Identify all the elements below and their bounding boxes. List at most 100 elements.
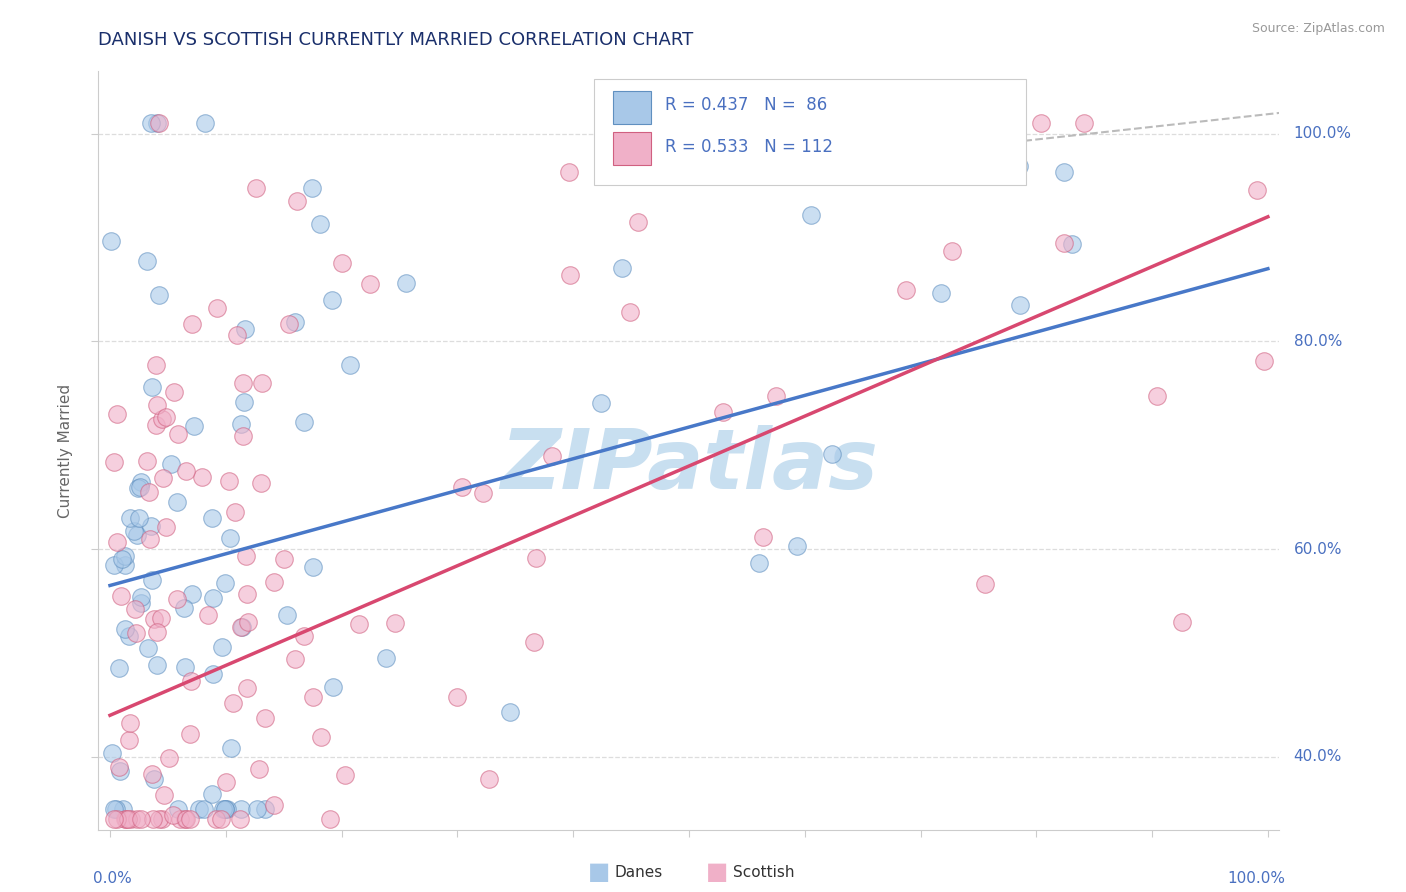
Text: Source: ZipAtlas.com: Source: ZipAtlas.com xyxy=(1251,22,1385,36)
Point xyxy=(1060,237,1083,252)
Text: 100.0%: 100.0% xyxy=(1294,126,1351,141)
Point xyxy=(276,607,298,622)
Point xyxy=(166,495,188,509)
Point xyxy=(619,305,641,319)
Point xyxy=(277,317,299,331)
Point xyxy=(246,802,269,816)
Point xyxy=(143,772,166,786)
Point xyxy=(238,615,260,629)
Point xyxy=(974,577,997,591)
Point xyxy=(118,732,141,747)
Point xyxy=(384,616,406,631)
Point xyxy=(301,180,323,194)
Point xyxy=(235,587,257,601)
Point xyxy=(174,812,197,826)
Point xyxy=(194,116,217,130)
Point xyxy=(169,812,191,826)
FancyBboxPatch shape xyxy=(613,91,651,125)
Point xyxy=(219,741,242,756)
Text: DANISH VS SCOTTISH CURRENTLY MARRIED CORRELATION CHART: DANISH VS SCOTTISH CURRENTLY MARRIED COR… xyxy=(98,31,693,49)
Point xyxy=(236,681,259,695)
Point xyxy=(108,764,131,778)
Point xyxy=(232,429,254,443)
Point xyxy=(1008,159,1031,173)
Point xyxy=(748,557,770,571)
Point xyxy=(284,652,307,666)
Point xyxy=(821,447,844,461)
Text: Danes: Danes xyxy=(614,865,662,880)
Point xyxy=(141,380,163,394)
Point xyxy=(201,787,224,801)
Text: 80.0%: 80.0% xyxy=(1294,334,1341,349)
Point xyxy=(263,574,285,589)
Point xyxy=(209,812,232,826)
Point xyxy=(103,558,125,573)
Point xyxy=(249,476,271,491)
Point xyxy=(160,457,183,471)
Point xyxy=(231,619,253,633)
Point xyxy=(155,410,177,425)
Point xyxy=(941,244,963,259)
Point xyxy=(471,486,494,500)
Point xyxy=(1053,236,1076,251)
Point xyxy=(1029,116,1052,130)
Point xyxy=(128,511,150,525)
Point xyxy=(333,768,356,782)
Point xyxy=(232,376,254,390)
Point xyxy=(1246,183,1268,197)
Text: 100.0%: 100.0% xyxy=(1227,871,1285,887)
FancyBboxPatch shape xyxy=(613,132,651,165)
Text: ZIPatlas: ZIPatlas xyxy=(501,425,877,506)
Point xyxy=(523,635,546,649)
Point xyxy=(103,812,125,826)
Point xyxy=(146,116,169,130)
Point xyxy=(233,394,256,409)
Text: Scottish: Scottish xyxy=(733,865,794,880)
Point xyxy=(128,480,150,494)
Point xyxy=(233,321,256,335)
Point xyxy=(205,812,228,826)
Point xyxy=(141,766,163,780)
Point xyxy=(148,116,170,130)
Point xyxy=(330,256,353,270)
Point xyxy=(589,396,612,410)
Point xyxy=(1146,389,1168,403)
Point xyxy=(231,620,253,634)
Point xyxy=(100,235,122,249)
Point xyxy=(150,412,173,426)
Point xyxy=(322,680,344,694)
Point xyxy=(103,802,125,816)
Point xyxy=(478,772,501,786)
Point xyxy=(218,474,240,488)
Point xyxy=(117,812,139,826)
Point xyxy=(627,214,650,228)
Point xyxy=(181,317,204,331)
Point xyxy=(218,531,240,545)
Point xyxy=(245,181,267,195)
Point xyxy=(111,552,134,566)
Point xyxy=(711,405,734,419)
Point xyxy=(139,532,162,546)
Point xyxy=(181,587,204,601)
Point xyxy=(167,802,190,816)
Point xyxy=(105,534,128,549)
Point xyxy=(162,807,184,822)
Point xyxy=(114,812,136,826)
Point xyxy=(157,751,180,765)
Point xyxy=(179,727,201,741)
Point xyxy=(224,505,246,519)
Point xyxy=(347,617,370,632)
Point xyxy=(211,640,233,655)
Point xyxy=(254,711,277,725)
Point xyxy=(110,589,132,603)
Point xyxy=(145,358,167,372)
Point xyxy=(215,775,238,789)
Point xyxy=(145,658,167,673)
Point xyxy=(166,592,188,607)
Point xyxy=(152,471,174,485)
Point xyxy=(273,552,295,566)
Point xyxy=(302,690,325,704)
Point xyxy=(114,623,136,637)
Point xyxy=(292,629,315,643)
Point xyxy=(193,802,215,816)
